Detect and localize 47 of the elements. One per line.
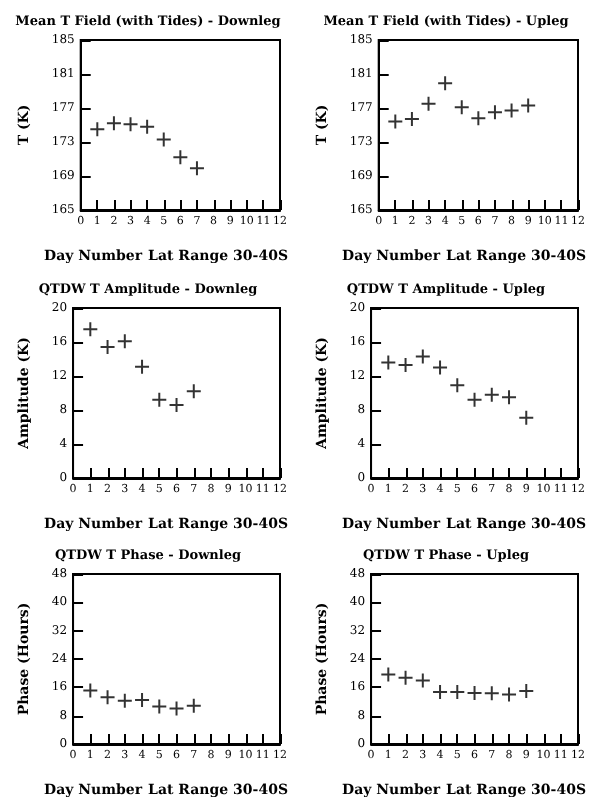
point xyxy=(380,667,397,684)
point xyxy=(134,692,151,709)
point xyxy=(501,388,518,405)
point xyxy=(397,356,414,373)
point xyxy=(503,102,520,119)
point xyxy=(105,115,122,132)
point xyxy=(518,408,535,425)
point xyxy=(403,111,420,128)
point xyxy=(151,699,168,716)
point xyxy=(520,97,537,114)
point xyxy=(483,386,500,403)
point xyxy=(483,686,500,703)
point xyxy=(151,391,168,408)
point xyxy=(89,121,106,138)
point xyxy=(501,687,518,704)
point xyxy=(116,332,133,349)
point xyxy=(470,110,487,127)
point xyxy=(185,382,202,399)
point xyxy=(432,358,449,375)
point xyxy=(185,698,202,715)
point xyxy=(155,131,172,148)
point xyxy=(414,673,431,690)
point xyxy=(82,320,99,337)
point xyxy=(486,104,503,121)
point xyxy=(414,347,431,364)
point xyxy=(420,95,437,112)
point xyxy=(122,116,139,133)
point xyxy=(432,684,449,701)
point xyxy=(134,357,151,374)
point xyxy=(466,685,483,702)
point xyxy=(453,99,470,116)
point xyxy=(168,396,185,413)
point xyxy=(466,391,483,408)
point xyxy=(139,118,156,135)
point xyxy=(449,684,466,701)
point xyxy=(380,353,397,370)
point xyxy=(116,693,133,710)
point xyxy=(449,376,466,393)
point xyxy=(387,113,404,130)
point xyxy=(172,149,189,166)
point xyxy=(99,689,116,706)
point xyxy=(188,160,205,177)
point xyxy=(437,75,454,92)
point xyxy=(99,338,116,355)
point xyxy=(518,683,535,700)
point xyxy=(397,670,414,687)
point xyxy=(168,701,185,718)
